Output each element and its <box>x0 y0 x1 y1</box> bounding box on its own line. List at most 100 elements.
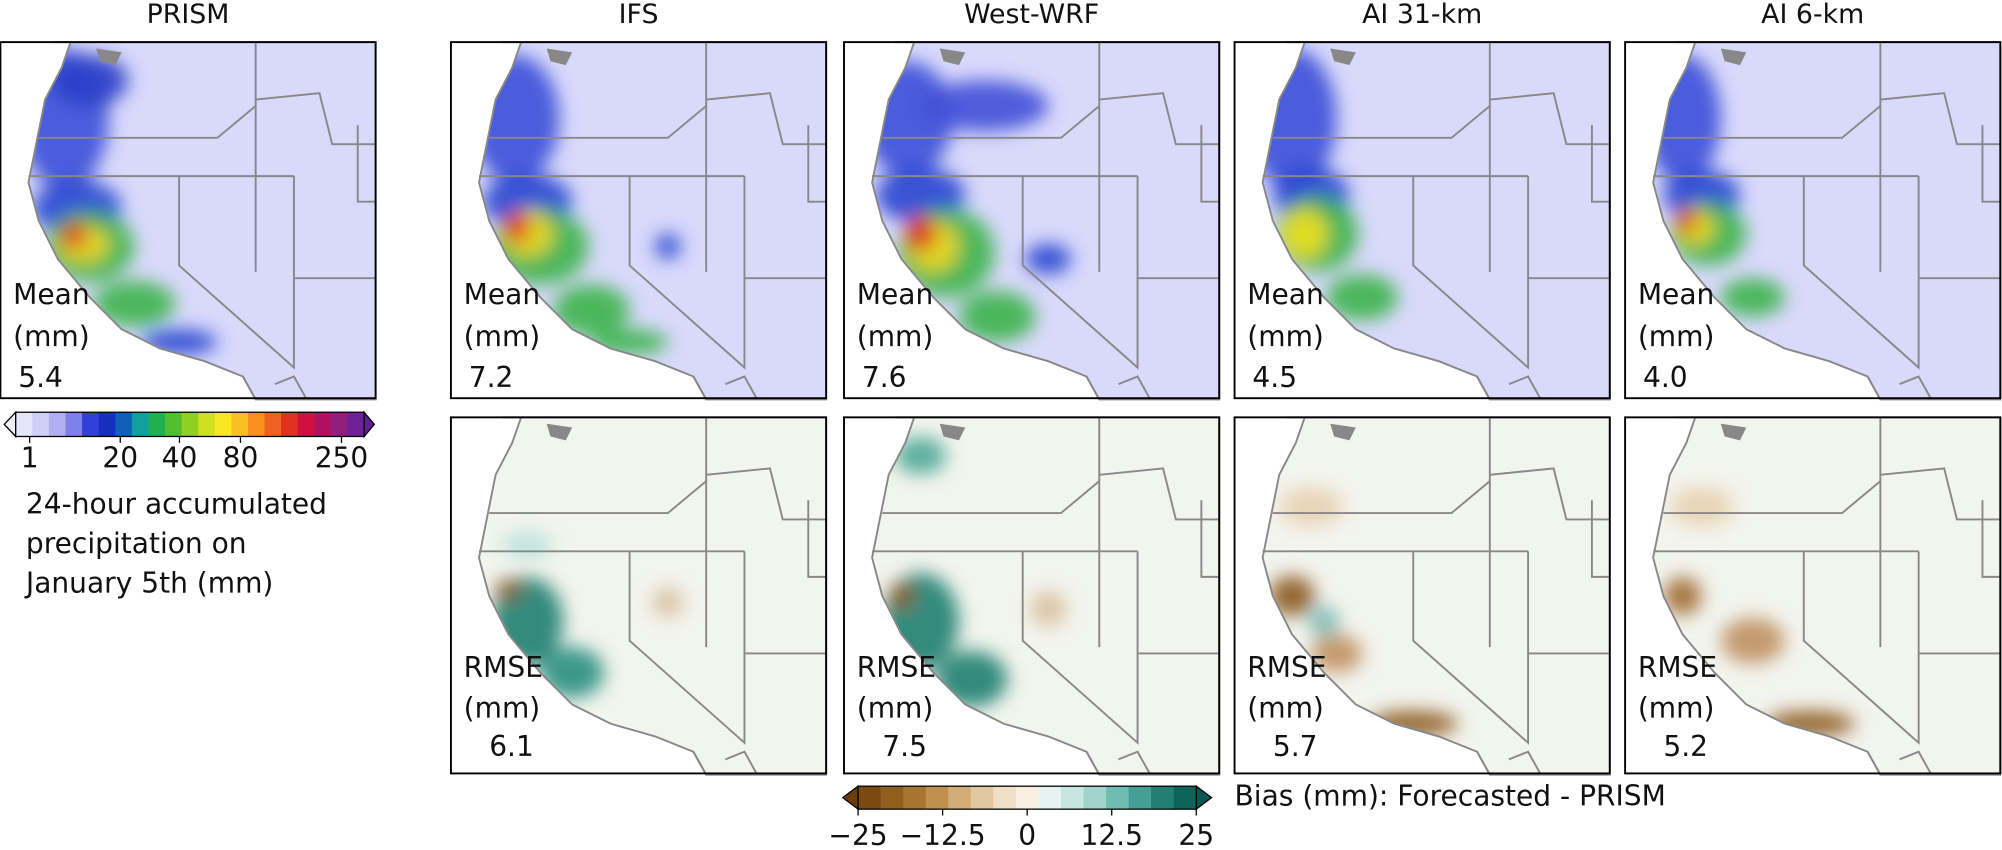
island <box>939 423 966 441</box>
colorbar-cell <box>214 412 233 437</box>
field <box>1663 487 1855 737</box>
colorbar-cell <box>264 412 282 437</box>
field-blob <box>1669 487 1734 526</box>
field-blur <box>1663 487 1855 737</box>
mean-unit: (mm) <box>1638 320 1715 353</box>
field-blob <box>1025 243 1072 275</box>
frame <box>843 41 1221 400</box>
mean-panel: Mean (mm) 7.6 <box>843 41 1221 401</box>
rmse-label: RMSE <box>1247 651 1326 684</box>
field-blob <box>553 284 630 336</box>
state-border <box>1590 125 1610 203</box>
state-border <box>1489 92 1610 146</box>
colorbar-cell <box>65 412 83 437</box>
colorbar-end <box>363 410 376 439</box>
colorbar-tick-label: −25 <box>828 819 887 850</box>
column-title: AI 31-km <box>1362 0 1482 30</box>
state-border <box>38 105 257 139</box>
colorbar-cell <box>1060 786 1085 810</box>
island <box>1330 48 1356 66</box>
colorbar-cell <box>48 412 67 437</box>
island <box>546 423 573 441</box>
island <box>546 48 573 66</box>
land <box>1262 417 1610 775</box>
colorbar-tick-label: 40 <box>162 441 198 474</box>
state-border <box>1981 500 2001 578</box>
frame <box>1233 416 1611 775</box>
state-border <box>1476 751 1491 776</box>
colorbar-end <box>1195 784 1213 811</box>
colorbar-tick-label: 0 <box>1018 819 1036 850</box>
state-border <box>1200 500 1220 578</box>
state-border <box>1663 105 1881 139</box>
field-blob <box>652 587 684 618</box>
rmse-unit: (mm) <box>1247 692 1324 725</box>
state-border <box>489 480 707 515</box>
colorbar-cell <box>314 412 332 437</box>
state-border <box>706 467 827 521</box>
colorbar-caption: Bias (mm): Forecasted - PRISM <box>1235 780 1666 813</box>
colorbar-cell <box>247 412 266 437</box>
colorbar-cell <box>1015 786 1040 810</box>
field-blob <box>905 215 936 252</box>
state-border <box>1118 375 1152 400</box>
mean-unit: (mm) <box>857 320 934 353</box>
state-border <box>807 500 827 578</box>
coastline <box>1261 41 1611 401</box>
column-title: AI 6-km <box>1761 0 1864 30</box>
state-border <box>1200 125 1220 203</box>
colorbar-cell <box>281 412 299 437</box>
coastline <box>1652 416 2002 776</box>
land <box>872 42 1220 400</box>
coastline <box>871 416 1221 776</box>
colorbar-cell <box>15 412 33 437</box>
colorbar-cell <box>948 786 972 810</box>
state-border <box>1489 467 1610 521</box>
colorbar-cell <box>347 412 365 437</box>
coastline <box>478 416 828 776</box>
field-blob <box>1281 208 1328 260</box>
state-border <box>1272 480 1491 515</box>
state-border <box>628 176 746 370</box>
field-blob <box>51 54 129 106</box>
mean-panel: Mean (mm) 5.4 <box>0 41 377 401</box>
colorbar-frame <box>15 411 365 438</box>
mean-label: Mean <box>13 278 89 311</box>
island <box>1720 48 1747 66</box>
state-border <box>628 551 746 745</box>
state-border <box>882 480 1100 515</box>
state-border <box>1118 750 1152 776</box>
coastline <box>478 41 828 401</box>
colorbar-cell <box>1128 786 1152 810</box>
colorbar-tick-label: 20 <box>102 441 138 474</box>
rmse-unit: (mm) <box>1638 692 1715 725</box>
field-blur <box>479 54 681 355</box>
state-border <box>1880 92 2001 146</box>
colorbar-cell <box>1106 786 1130 810</box>
field <box>1262 48 1398 321</box>
colorbar-tick-label: 80 <box>223 441 259 474</box>
state-border <box>1099 92 1220 146</box>
mean-panel: Mean (mm) 4.0 <box>1624 41 2002 401</box>
colorbar-cell <box>1083 786 1107 810</box>
colorbar-cell <box>1151 786 1175 810</box>
coastline <box>1261 416 1611 776</box>
state-border <box>1021 551 1139 745</box>
state-border <box>1802 176 1920 370</box>
coastline <box>27 41 377 401</box>
colorbar-cell <box>82 412 100 437</box>
rmse-value: 5.2 <box>1663 730 1708 763</box>
colorbar-cell <box>231 412 249 437</box>
state-border <box>255 92 376 146</box>
column-title: IFS <box>619 0 659 30</box>
state-border <box>1508 750 1542 776</box>
colorbar-cell <box>1173 786 1197 810</box>
state-border <box>1590 500 1610 578</box>
mean-label: Mean <box>1247 278 1323 311</box>
colorbar-caption: precipitation on <box>26 527 247 560</box>
field-blob <box>93 280 176 327</box>
colorbar-cell <box>1038 786 1062 810</box>
field-blob <box>1720 617 1785 664</box>
field-blob <box>1676 209 1697 233</box>
